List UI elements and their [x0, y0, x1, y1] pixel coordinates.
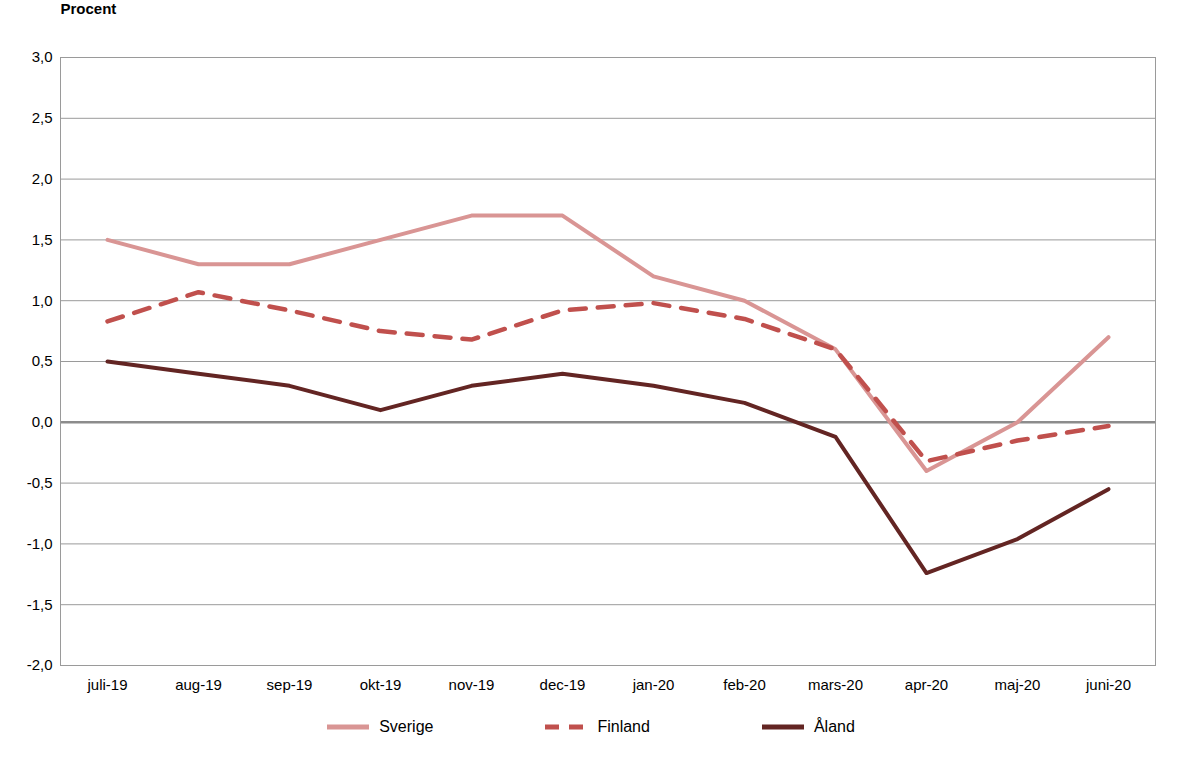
svg-text:2,0: 2,0 — [32, 170, 53, 187]
svg-text:feb-20: feb-20 — [723, 676, 766, 693]
html-text:Åland: Åland — [813, 718, 855, 735]
svg-text:aug-19: aug-19 — [175, 676, 222, 693]
svg-text:juli-19: juli-19 — [86, 676, 127, 693]
svg-text:1,0: 1,0 — [32, 292, 53, 309]
svg-text:dec-19: dec-19 — [540, 676, 586, 693]
svg-text:1,5: 1,5 — [32, 231, 53, 248]
svg-text:jan-20: jan-20 — [632, 676, 675, 693]
svg-text:-1,5: -1,5 — [27, 596, 53, 613]
svg-text:juni-20: juni-20 — [1085, 676, 1131, 693]
svg-text:mars-20: mars-20 — [808, 676, 863, 693]
svg-text:nov-19: nov-19 — [449, 676, 495, 693]
svg-text:okt-19: okt-19 — [360, 676, 402, 693]
svg-text:0,0: 0,0 — [32, 413, 53, 430]
svg-text:sep-19: sep-19 — [267, 676, 313, 693]
svg-text:-0,5: -0,5 — [27, 474, 53, 491]
svg-text:-2,0: -2,0 — [27, 656, 53, 673]
svg-text:-1,0: -1,0 — [27, 535, 53, 552]
html-text:Finland: Finland — [597, 718, 650, 735]
html-text:Sverige: Sverige — [379, 718, 434, 735]
svg-text:3,0: 3,0 — [32, 48, 53, 65]
svg-text:2,5: 2,5 — [32, 109, 53, 126]
svg-text:Procent: Procent — [61, 0, 117, 17]
svg-text:0,5: 0,5 — [32, 352, 53, 369]
svg-text:apr-20: apr-20 — [905, 676, 948, 693]
svg-text:maj-20: maj-20 — [995, 676, 1041, 693]
